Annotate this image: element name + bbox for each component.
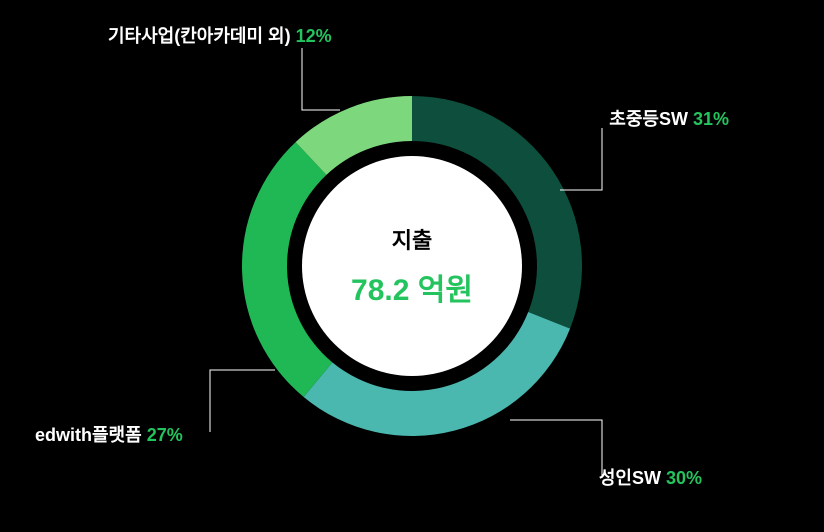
center-value: 78.2 억원 — [351, 265, 473, 309]
label-text: edwith플랫폼 — [35, 425, 142, 445]
label-pct: 31% — [693, 109, 729, 129]
label-segment-0: 초중등SW 31% — [609, 105, 729, 131]
label-segment-1: 성인SW 30% — [599, 464, 702, 490]
label-segment-3: 기타사업(칸아카데미 외) 12% — [108, 22, 332, 48]
label-pct: 27% — [147, 425, 183, 445]
label-pct: 30% — [666, 468, 702, 488]
label-segment-2: edwith플랫폼 27% — [35, 421, 183, 447]
donut-chart: 지출 78.2 억원 — [242, 96, 582, 436]
label-text: 초중등SW — [609, 109, 688, 129]
label-pct: 12% — [296, 26, 332, 46]
center-circle: 지출 78.2 억원 — [302, 156, 522, 376]
label-text: 기타사업(칸아카데미 외) — [108, 26, 291, 46]
label-text: 성인SW — [599, 468, 661, 488]
center-title: 지출 — [392, 223, 432, 255]
